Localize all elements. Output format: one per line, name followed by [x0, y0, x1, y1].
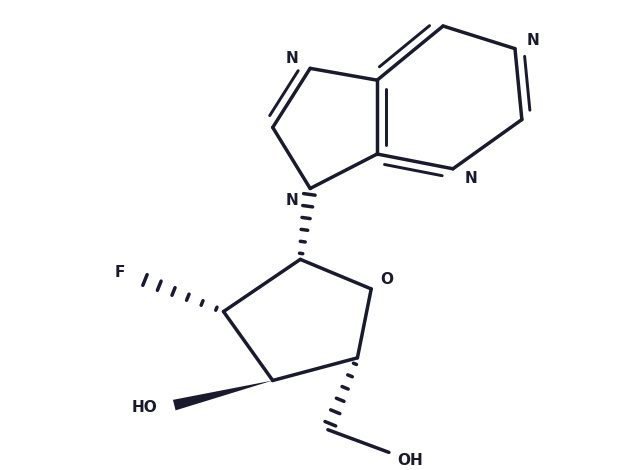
Text: O: O	[380, 272, 394, 287]
Text: N: N	[464, 171, 477, 186]
Text: N: N	[526, 33, 539, 48]
Text: N: N	[286, 51, 299, 66]
Polygon shape	[173, 381, 273, 410]
Text: N: N	[286, 193, 299, 208]
Text: OH: OH	[397, 453, 424, 468]
Text: F: F	[115, 265, 125, 280]
Text: HO: HO	[132, 400, 157, 415]
